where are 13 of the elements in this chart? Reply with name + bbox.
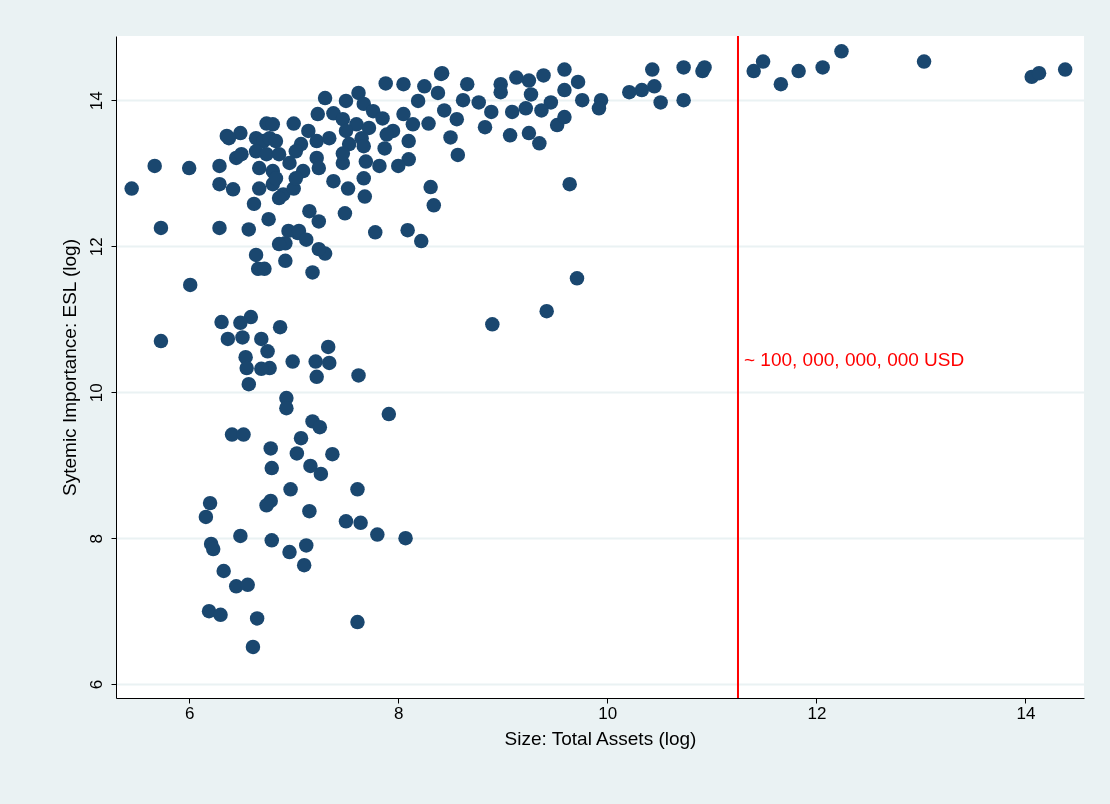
y-tick-label: 10 (86, 383, 106, 403)
y-tick-label: 8 (86, 533, 106, 544)
ref-line-label: ~ 100, 000, 000, 000 USD (743, 349, 965, 371)
x-tick-label: 8 (394, 703, 404, 723)
x-tick-label: 10 (598, 703, 618, 723)
y-tick-label: 12 (86, 237, 106, 257)
y-axis-title: Sytemic Importance: ESL (log) (58, 239, 80, 496)
x-tick-label: 14 (1016, 703, 1036, 723)
y-tick-label: 14 (86, 91, 106, 111)
x-tick-label: 6 (184, 703, 195, 723)
y-tick-label: 6 (86, 679, 106, 690)
x-axis-title: Size: Total Assets (log) (504, 727, 697, 749)
x-tick-label: 12 (807, 703, 827, 723)
